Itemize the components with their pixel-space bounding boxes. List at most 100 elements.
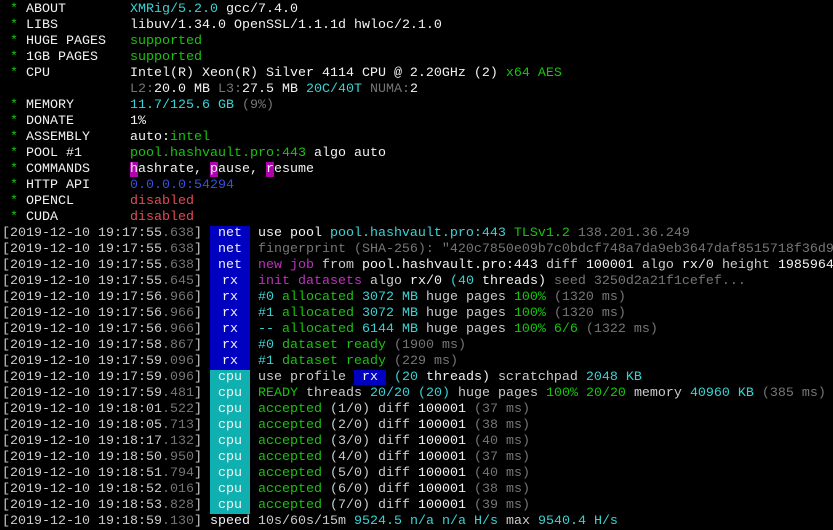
timestamp: [2019-12-10 19:17:55 bbox=[2, 274, 162, 289]
log-text: n/a n/a bbox=[409, 514, 474, 529]
log-text: (3/0) bbox=[329, 434, 378, 449]
header-value: p bbox=[209, 162, 218, 177]
log-text: algo bbox=[641, 258, 682, 273]
log-text: use pool bbox=[257, 226, 330, 241]
header-value: L3: bbox=[218, 82, 242, 97]
header-label: ASSEMBLY bbox=[26, 130, 90, 145]
log-text: pool.hashvault.pro:443 bbox=[329, 226, 514, 241]
log-text: accepted bbox=[257, 450, 330, 465]
log-text: new job bbox=[257, 258, 322, 273]
log-text: 40960 KB bbox=[689, 386, 762, 401]
log-tag-rx: rx bbox=[209, 322, 250, 338]
log-text: diff bbox=[545, 258, 586, 273]
log-text: (39 ms) bbox=[473, 498, 530, 513]
header-value: ashrate, bbox=[138, 162, 210, 177]
timestamp-close: ] bbox=[193, 514, 202, 529]
log-text: #1 bbox=[257, 354, 282, 369]
log-text: dataset ready bbox=[281, 338, 394, 353]
log-text: pool.hashvault.pro:443 bbox=[361, 258, 546, 273]
timestamp-ms: .966 bbox=[161, 306, 194, 321]
log-text: allocated bbox=[281, 290, 362, 305]
timestamp-ms: .096 bbox=[161, 354, 194, 369]
timestamp: [2019-12-10 19:18:01 bbox=[2, 402, 162, 417]
log-line: [2019-12-10 19:17:56.966] rx -- allocate… bbox=[2, 322, 833, 338]
header-line: * ASSEMBLY auto:intel bbox=[2, 130, 833, 146]
log-tag-net: net bbox=[209, 258, 250, 274]
log-tag-cpu: cpu bbox=[209, 370, 250, 386]
log-line: [2019-12-10 19:17:56.966] rx #1 allocate… bbox=[2, 306, 833, 322]
header-value: auto: bbox=[130, 130, 170, 145]
bullet-star: * bbox=[10, 2, 18, 17]
bullet-star: * bbox=[10, 34, 18, 49]
header-value: 0.0.0.0:54294 bbox=[130, 178, 234, 193]
header-value: algo auto bbox=[313, 146, 386, 161]
timestamp: [2019-12-10 19:18:59 bbox=[2, 514, 162, 529]
log-line: [2019-12-10 19:17:58.867] rx #0 dataset … bbox=[2, 338, 833, 354]
timestamp-ms: .867 bbox=[161, 338, 194, 353]
log-text: (385 ms) bbox=[761, 386, 826, 401]
header-line: * DONATE 1% bbox=[2, 114, 833, 130]
log-line: [2019-12-10 19:18:53.828] cpu accepted (… bbox=[2, 498, 833, 514]
log-tag-cpu: cpu bbox=[209, 482, 250, 498]
log-tag-net: net bbox=[209, 226, 250, 242]
log-text: #0 bbox=[257, 290, 282, 305]
log-line: [2019-12-10 19:18:17.132] cpu accepted (… bbox=[2, 434, 833, 450]
log-text: diff bbox=[377, 498, 418, 513]
log-text: (40 bbox=[449, 274, 482, 289]
log-text: algo bbox=[369, 274, 410, 289]
header-label: POOL #1 bbox=[26, 146, 82, 161]
log-text: threads) bbox=[481, 274, 554, 289]
header-label: COMMANDS bbox=[26, 162, 90, 177]
log-text: accepted bbox=[257, 466, 330, 481]
timestamp: [2019-12-10 19:17:56 bbox=[2, 322, 162, 337]
header-line: * 1GB PAGES supported bbox=[2, 50, 833, 66]
log-text: 100001 bbox=[417, 418, 474, 433]
log-text: 1985964 bbox=[777, 258, 833, 273]
log-text: (5/0) bbox=[329, 466, 378, 481]
log-text: 6144 MB bbox=[361, 322, 426, 337]
timestamp-close: ] bbox=[193, 386, 202, 401]
log-tag-net: net bbox=[209, 242, 250, 258]
timestamp: [2019-12-10 19:18:50 bbox=[2, 450, 162, 465]
header-label: DONATE bbox=[26, 114, 74, 129]
log-line: [2019-12-10 19:18:50.950] cpu accepted (… bbox=[2, 450, 833, 466]
header-label: MEMORY bbox=[26, 98, 74, 113]
log-line: [2019-12-10 19:18:01.522] cpu accepted (… bbox=[2, 402, 833, 418]
log-text: (1900 ms) bbox=[393, 338, 466, 353]
log-text: scratchpad bbox=[497, 370, 586, 385]
log-text: memory bbox=[633, 386, 690, 401]
timestamp: [2019-12-10 19:17:56 bbox=[2, 306, 162, 321]
log-text: huge pages bbox=[425, 290, 514, 305]
log-text: 100001 bbox=[417, 498, 474, 513]
log-text: huge pages bbox=[457, 386, 546, 401]
log-text: 100001 bbox=[585, 258, 642, 273]
log-text: (1320 ms) bbox=[553, 306, 626, 321]
timestamp-ms: .638 bbox=[161, 226, 194, 241]
header-value: intel bbox=[170, 130, 210, 145]
header-value: esume bbox=[273, 162, 314, 177]
timestamp-close: ] bbox=[193, 434, 202, 449]
header-value: x64 AES bbox=[505, 66, 562, 81]
timestamp-ms: .794 bbox=[161, 466, 194, 481]
bullet-star: * bbox=[10, 50, 18, 65]
header-label: 1GB PAGES bbox=[26, 50, 98, 65]
log-tag-cpu: cpu bbox=[209, 498, 250, 514]
timestamp-ms: .645 bbox=[161, 274, 194, 289]
log-text: 100% 20/20 bbox=[545, 386, 634, 401]
timestamp: [2019-12-10 19:17:55 bbox=[2, 258, 162, 273]
timestamp-close: ] bbox=[193, 322, 202, 337]
log-text: H/s bbox=[473, 514, 506, 529]
bullet-star: * bbox=[10, 194, 18, 209]
timestamp-close: ] bbox=[193, 370, 202, 385]
bullet-star: * bbox=[10, 130, 18, 145]
log-text: (37 ms) bbox=[473, 450, 530, 465]
header-line: * HUGE PAGES supported bbox=[2, 34, 833, 50]
header-label: ABOUT bbox=[26, 2, 66, 17]
log-tag-cpu: cpu bbox=[209, 402, 250, 418]
log-text: 3072 MB bbox=[361, 306, 426, 321]
timestamp-close: ] bbox=[193, 402, 202, 417]
timestamp-close: ] bbox=[193, 258, 202, 273]
log-text: 3072 MB bbox=[361, 290, 426, 305]
log-text: 9540.4 H/s bbox=[537, 514, 618, 529]
timestamp-ms: .132 bbox=[161, 434, 194, 449]
